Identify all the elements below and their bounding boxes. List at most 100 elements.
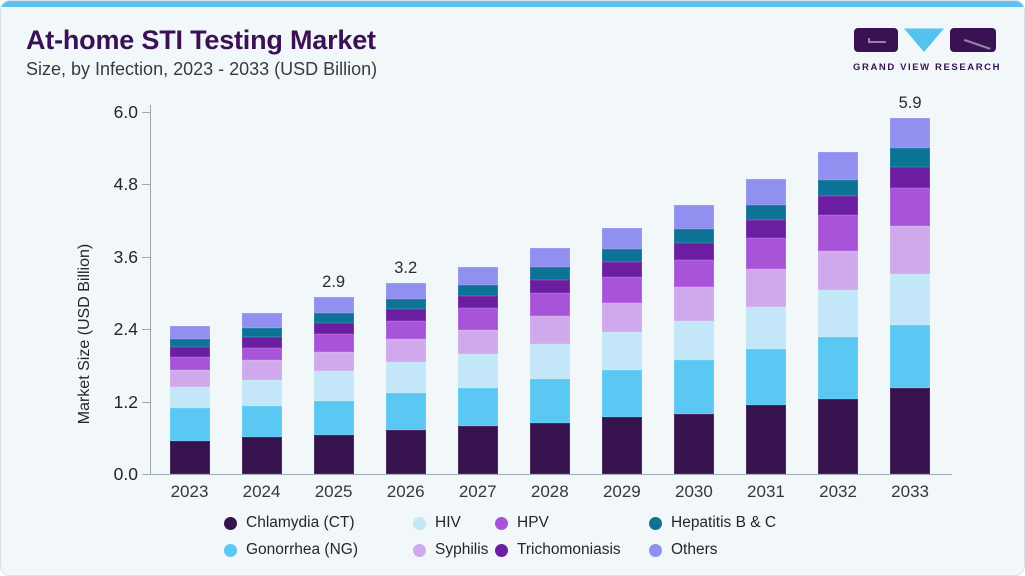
bar-segment [818, 399, 859, 474]
bar-segment [601, 303, 642, 333]
bar-segment [241, 337, 282, 349]
bar-segment [385, 321, 426, 340]
x-axis-label: 2027 [458, 482, 497, 501]
bar-segment [818, 215, 859, 252]
bar-segment [601, 248, 642, 262]
bar-segment [529, 247, 570, 268]
bar-segment [601, 417, 642, 474]
bar-segment [673, 413, 714, 474]
bar-segment [313, 333, 354, 352]
y-tick-mark [142, 401, 150, 403]
bar-segment [890, 166, 931, 188]
y-tick-label: 4.8 [113, 174, 138, 195]
y-tick-label: 0.0 [113, 464, 138, 484]
bar-segment [529, 292, 570, 316]
bar-segment [241, 380, 282, 407]
bar-segment [385, 429, 426, 474]
bar-segment [169, 338, 210, 347]
bar-segment [385, 309, 426, 322]
legend-item: Others [649, 541, 776, 558]
legend-label: Gonorrhea (NG) [246, 541, 358, 558]
bar-segment [673, 243, 714, 260]
bar-segment [745, 237, 786, 269]
bar-segment [601, 277, 642, 304]
bar-segment [818, 251, 859, 291]
bar-segment [601, 261, 642, 278]
bar-segment [385, 298, 426, 310]
bar-segment [313, 434, 354, 474]
legend-label: HIV [435, 514, 461, 531]
legend-item: Trichomoniasis [495, 541, 621, 558]
y-tick-label: 1.2 [113, 391, 138, 412]
bar-segment [169, 387, 210, 409]
gvr-logo: GRAND VIEW RESEARCH [853, 27, 1000, 73]
bar-segment [457, 266, 498, 285]
x-axis-label: 2029 [602, 482, 641, 501]
legend-swatch-icon [224, 543, 237, 557]
bar-segment [457, 388, 498, 427]
y-axis-line [150, 105, 151, 474]
legend-swatch-icon [495, 516, 508, 530]
bar-segment [745, 268, 786, 307]
bar-segment [169, 440, 210, 474]
bar-segment [169, 370, 210, 388]
legend-item: HIV [413, 514, 488, 531]
bar-segment [313, 323, 354, 334]
bar-segment [673, 205, 714, 229]
bar-segment [529, 315, 570, 344]
bar-segment [745, 178, 786, 205]
bar-segment [745, 348, 786, 406]
bar-segment [890, 325, 931, 388]
bar-segment [818, 152, 859, 180]
bar-segment [169, 357, 210, 371]
bar-segment [169, 326, 210, 339]
legend-swatch-icon [413, 543, 426, 557]
bar-segment [385, 393, 426, 430]
bar-segment [241, 348, 282, 361]
bar-segment [529, 343, 570, 379]
legend-label: Others [671, 541, 718, 558]
legend-column: Chlamydia (CT) Gonorrhea (NG) [224, 514, 358, 558]
bar-segment [385, 283, 426, 299]
bar-segment [745, 219, 786, 238]
legend-column: HIV Syphilis [413, 514, 488, 558]
bar-segment [457, 426, 498, 474]
bar-segment [241, 360, 282, 381]
bar-segment [529, 378, 570, 424]
legend-swatch-icon [649, 516, 662, 530]
bar-total-label: 3.2 [394, 259, 418, 278]
bar-segment [457, 329, 498, 355]
bar-segment [818, 179, 859, 197]
legend-label: Chlamydia (CT) [246, 514, 355, 531]
bar-segment [890, 226, 931, 275]
x-axis-label: 2024 [242, 482, 281, 501]
bar-segment [457, 284, 498, 296]
bar-segment [890, 117, 931, 148]
bar-segment [169, 408, 210, 441]
bar-segment [745, 306, 786, 349]
legend-swatch-icon [224, 516, 237, 530]
bar-segment [457, 354, 498, 389]
bar-segment [673, 320, 714, 361]
page-title: At-home STI Testing Market [26, 25, 376, 55]
bar-segment [529, 267, 570, 280]
bar-segment [169, 346, 210, 358]
bar-segment [818, 290, 859, 338]
top-accent-bar [1, 1, 1024, 7]
bar-segment [313, 351, 354, 371]
legend-item: Gonorrhea (NG) [224, 541, 358, 558]
bar-segment [601, 370, 642, 418]
x-axis-label: 2026 [386, 482, 425, 501]
bar-segment [457, 307, 498, 330]
bar-segment [673, 228, 714, 244]
y-tick-mark [142, 111, 150, 113]
bar-total-label: 2.9 [322, 273, 346, 292]
legend-item: HPV [495, 514, 621, 531]
bar-segment [313, 400, 354, 435]
bar-segment [385, 362, 426, 394]
bar-segment [673, 259, 714, 288]
bar-segment [457, 295, 498, 308]
page-subtitle: Size, by Infection, 2023 - 2033 (USD Bil… [26, 59, 378, 79]
y-tick-label: 2.4 [113, 319, 138, 340]
